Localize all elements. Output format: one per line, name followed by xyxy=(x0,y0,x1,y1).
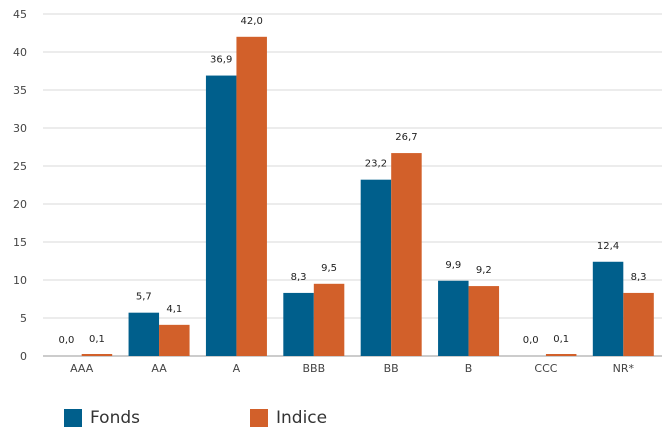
legend-label-fonds: Fonds xyxy=(90,408,140,428)
y-tick-label: 15 xyxy=(13,236,27,249)
bar-chart: 0 5 10 15 20 25 30 35 40 45 0,0 0,1 AAA 5,7 4,1 AA 36,9 4… xyxy=(13,8,662,375)
bar-indice xyxy=(81,354,113,356)
bar-fonds xyxy=(360,179,392,356)
bar-fonds xyxy=(283,292,314,356)
legend: Fonds Indice xyxy=(64,408,436,428)
data-label: 9,2 xyxy=(476,265,492,276)
x-tick-label: CCC xyxy=(534,362,557,375)
bar-indice xyxy=(159,324,190,356)
legend-item-fonds: Fonds xyxy=(64,408,250,428)
data-label: 42,0 xyxy=(241,16,263,27)
x-tick-label: BB xyxy=(384,362,399,375)
bar-indice xyxy=(545,354,577,356)
data-label: 26,7 xyxy=(395,132,417,143)
x-tick-label: BBB xyxy=(302,362,325,375)
data-label: 9,9 xyxy=(445,260,461,271)
data-label: 4,1 xyxy=(166,304,182,315)
data-label: 0,1 xyxy=(553,334,569,345)
data-label: 0,1 xyxy=(89,334,105,345)
y-tick-label: 0 xyxy=(20,350,27,363)
y-tick-label: 10 xyxy=(13,274,27,287)
legend-swatch-indice xyxy=(250,409,268,427)
data-label: 5,7 xyxy=(136,292,152,303)
y-tick-label: 40 xyxy=(13,46,27,59)
data-label: 0,0 xyxy=(58,335,74,346)
bar-indice xyxy=(623,292,654,356)
bar-fonds xyxy=(205,75,237,356)
bar-fonds xyxy=(592,261,624,356)
x-tick-label: NR* xyxy=(613,362,635,375)
data-label: 36,9 xyxy=(210,55,232,66)
y-tick-label: 20 xyxy=(13,198,27,211)
data-label: 23,2 xyxy=(365,159,387,170)
x-tick-label: AAA xyxy=(70,362,94,375)
data-label: 9,5 xyxy=(321,263,337,274)
y-tick-label: 35 xyxy=(13,84,27,97)
legend-swatch-fonds xyxy=(64,409,82,427)
y-tick-label: 5 xyxy=(20,312,27,325)
bar-indice xyxy=(391,153,422,356)
legend-label-indice: Indice xyxy=(276,408,328,428)
legend-item-indice: Indice xyxy=(250,408,436,428)
y-tick-label: 25 xyxy=(13,160,27,173)
bar-indice xyxy=(313,283,345,356)
y-tick-label: 45 xyxy=(13,8,27,21)
x-tick-label: AA xyxy=(151,362,167,375)
data-label: 8,3 xyxy=(291,272,307,283)
x-tick-label: B xyxy=(465,362,473,375)
data-label: 12,4 xyxy=(597,241,619,252)
bar-fonds xyxy=(128,312,160,356)
y-tick-label: 30 xyxy=(13,122,27,135)
data-label: 8,3 xyxy=(631,272,647,283)
bar-indice xyxy=(236,36,267,357)
data-label: 0,0 xyxy=(523,335,539,346)
x-tick-label: A xyxy=(233,362,241,375)
bar-indice xyxy=(468,286,500,356)
bar-fonds xyxy=(438,280,469,356)
